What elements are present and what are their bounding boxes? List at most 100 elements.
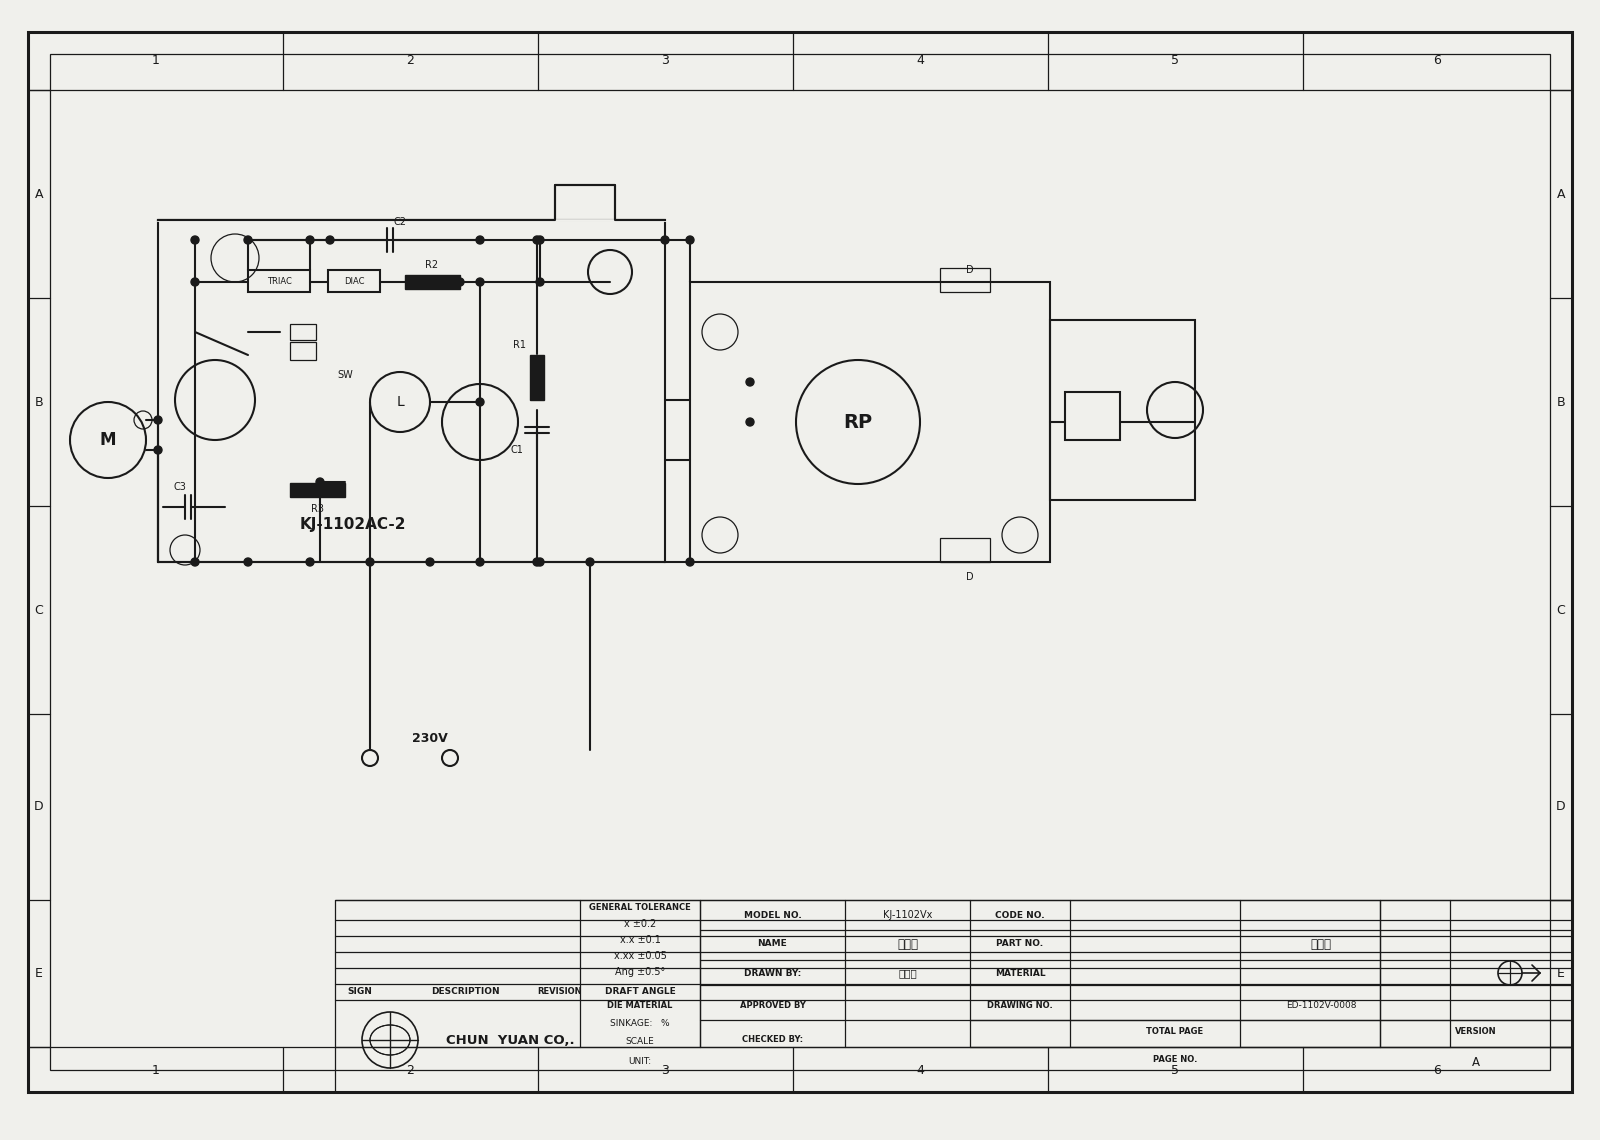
Circle shape	[477, 398, 483, 406]
Bar	[248, 270, 310, 292]
Text: SINKAGE:   %: SINKAGE: %	[610, 1018, 670, 1027]
Text: KJ-1102Vx: KJ-1102Vx	[883, 910, 933, 920]
Text: E: E	[1557, 967, 1565, 980]
Circle shape	[746, 418, 754, 426]
Circle shape	[686, 557, 694, 565]
Text: C: C	[1557, 603, 1565, 617]
Text: CHUN  YUAN CO,.: CHUN YUAN CO,.	[446, 1034, 574, 1047]
Text: SCALE: SCALE	[626, 1036, 654, 1045]
Text: 4: 4	[917, 1064, 925, 1076]
Circle shape	[686, 236, 694, 244]
Text: 230V: 230V	[413, 732, 448, 744]
Circle shape	[533, 557, 541, 565]
Circle shape	[456, 278, 464, 286]
Bar	[1066, 392, 1120, 440]
Bar	[405, 275, 461, 290]
Text: x ±0.2: x ±0.2	[624, 919, 656, 929]
Text: R1: R1	[514, 340, 526, 350]
Text: DRAWING NO.: DRAWING NO.	[987, 1001, 1053, 1010]
Text: DRAWN BY:: DRAWN BY:	[744, 969, 802, 977]
Bar	[50, 54, 1550, 1070]
Text: DIAC: DIAC	[344, 277, 365, 285]
Bar	[941, 268, 990, 292]
Text: D: D	[1557, 800, 1566, 814]
Text: A: A	[1472, 1056, 1480, 1068]
Text: 搞拌器: 搞拌器	[898, 937, 918, 951]
Text: 3: 3	[661, 55, 669, 67]
Text: UNIT:: UNIT:	[629, 1058, 651, 1067]
Text: A: A	[1557, 187, 1565, 201]
Text: APPROVED BY: APPROVED BY	[739, 1001, 805, 1010]
Text: CHECKED BY:: CHECKED BY:	[742, 1035, 803, 1044]
Circle shape	[190, 278, 198, 286]
Text: R2: R2	[426, 260, 438, 270]
Text: C3: C3	[173, 482, 187, 492]
Text: CODE NO.: CODE NO.	[995, 911, 1045, 920]
Text: MATERIAL: MATERIAL	[995, 969, 1045, 977]
Text: VERSION: VERSION	[1454, 1026, 1498, 1035]
Bar	[941, 538, 990, 562]
Circle shape	[306, 236, 314, 244]
Circle shape	[317, 478, 323, 486]
Circle shape	[661, 236, 669, 244]
Circle shape	[154, 416, 162, 424]
Bar	[690, 282, 1050, 562]
Text: 电子图: 电子图	[1310, 937, 1331, 951]
Circle shape	[306, 557, 314, 565]
Text: R3: R3	[310, 504, 323, 514]
Circle shape	[426, 557, 434, 565]
Text: SW: SW	[338, 370, 354, 380]
Text: DRAFT ANGLE: DRAFT ANGLE	[605, 987, 675, 996]
Circle shape	[190, 557, 198, 565]
Text: TRIAC: TRIAC	[267, 277, 291, 285]
Bar	[328, 270, 381, 292]
Text: GENERAL TOLERANCE: GENERAL TOLERANCE	[589, 904, 691, 912]
Text: 5: 5	[1171, 55, 1179, 67]
Text: x.x ±0.1: x.x ±0.1	[619, 935, 661, 945]
Circle shape	[536, 278, 544, 286]
Text: Ang ±0.5°: Ang ±0.5°	[614, 967, 666, 977]
Text: 6: 6	[1434, 55, 1442, 67]
Text: RP: RP	[843, 413, 872, 432]
Text: 1: 1	[152, 1064, 160, 1076]
Circle shape	[477, 236, 483, 244]
Text: C1: C1	[510, 445, 523, 455]
Bar	[1050, 320, 1195, 500]
Bar	[530, 355, 544, 400]
Text: 周九英: 周九英	[898, 968, 917, 978]
Text: SIGN: SIGN	[347, 987, 373, 996]
Text: NAME: NAME	[758, 939, 787, 948]
Text: 2: 2	[406, 55, 414, 67]
Text: A: A	[35, 187, 43, 201]
Circle shape	[154, 446, 162, 454]
Circle shape	[243, 557, 253, 565]
Text: 6: 6	[1434, 1064, 1442, 1076]
Bar	[334, 899, 1571, 1092]
Circle shape	[586, 557, 594, 565]
Text: x.xx ±0.05: x.xx ±0.05	[613, 951, 667, 961]
Text: PART NO.: PART NO.	[997, 939, 1043, 948]
Circle shape	[536, 557, 544, 565]
Text: C2: C2	[394, 217, 406, 227]
Circle shape	[536, 236, 544, 244]
Text: D: D	[966, 572, 974, 583]
Circle shape	[326, 236, 334, 244]
Bar	[290, 342, 317, 360]
Text: M: M	[99, 431, 117, 449]
Text: KJ-1102AC-2: KJ-1102AC-2	[301, 518, 406, 532]
Text: TOTAL PAGE: TOTAL PAGE	[1147, 1026, 1203, 1035]
Text: REVISION: REVISION	[538, 987, 582, 996]
Text: DESCRIPTION: DESCRIPTION	[430, 987, 499, 996]
Text: D: D	[34, 800, 43, 814]
Text: L: L	[397, 394, 403, 409]
Text: B: B	[35, 396, 43, 408]
Circle shape	[190, 236, 198, 244]
Bar	[290, 483, 346, 497]
Text: PAGE NO.: PAGE NO.	[1154, 1056, 1197, 1065]
Text: ED-1102V-0008: ED-1102V-0008	[1286, 1001, 1357, 1010]
Text: C: C	[35, 603, 43, 617]
Text: 3: 3	[661, 1064, 669, 1076]
Text: DIE MATERIAL: DIE MATERIAL	[608, 1001, 672, 1010]
Text: 5: 5	[1171, 1064, 1179, 1076]
Circle shape	[477, 557, 483, 565]
